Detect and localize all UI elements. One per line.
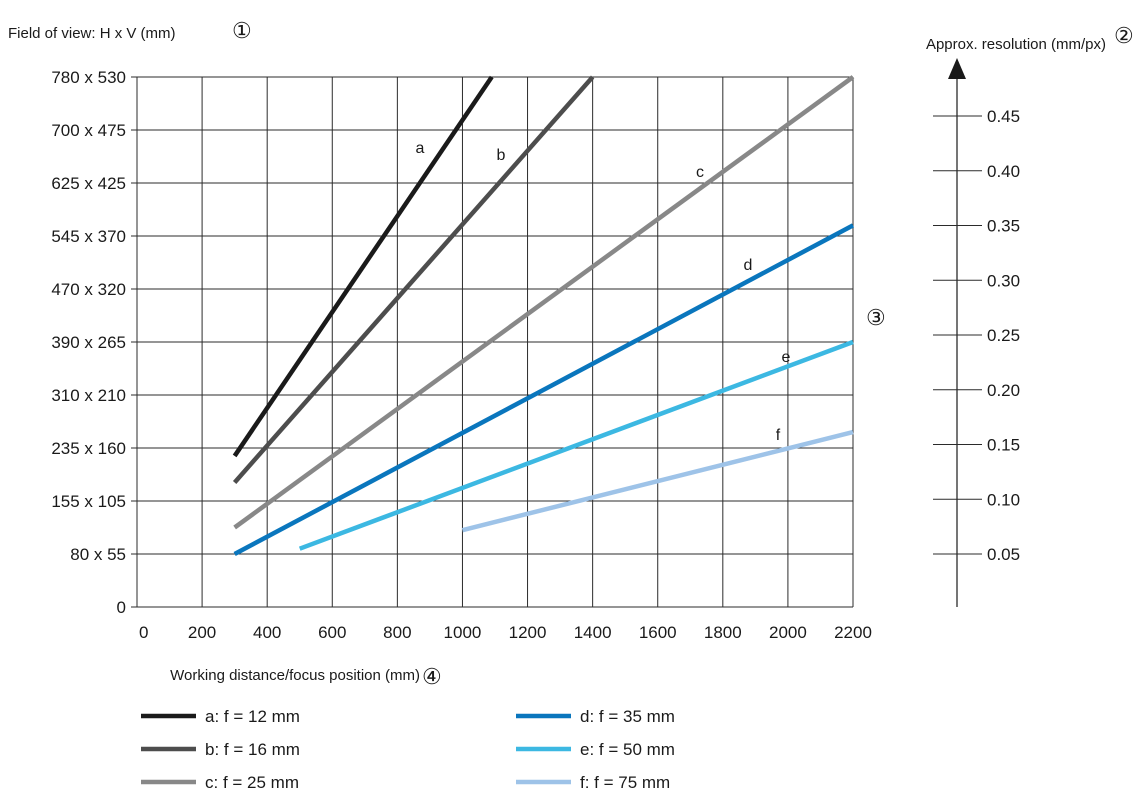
y-tick-label: 390 x 265 (51, 333, 126, 352)
curve-label-e: e (782, 349, 791, 366)
series-line-b (232, 75, 595, 484)
x-axis-marker: ④ (422, 664, 442, 689)
y-tick-label: 0 (117, 598, 126, 617)
legend-label-c: c: f = 25 mm (205, 773, 299, 792)
curve-label-a: a (416, 140, 425, 157)
series-line-f (461, 429, 854, 533)
series-lines: a b c d e f (232, 75, 855, 556)
x-tick-label: 1400 (574, 623, 612, 642)
x-axis-title: Working distance/focus position (mm) (170, 667, 420, 684)
legend-label-b: b: f = 16 mm (205, 740, 300, 759)
x-tick-label: 200 (188, 623, 216, 642)
axes: 0 200 400 600 800 1000 1200 1400 1600 1800 2000 220… (51, 58, 1020, 642)
x-tick-label: 600 (318, 623, 346, 642)
y-tick-label: 545 x 370 (51, 227, 126, 246)
series-line-e (298, 339, 854, 551)
x-tick-label: 0 (139, 623, 148, 642)
y-tick-label: 235 x 160 (51, 439, 126, 458)
y2-tick-label: 0.35 (987, 217, 1020, 236)
series-line-c (233, 75, 855, 530)
curve-label-c: c (696, 164, 704, 181)
y-axis-marker: ① (232, 18, 252, 43)
y2-tick-label: 0.20 (987, 381, 1020, 400)
y2-tick-label: 0.15 (987, 436, 1020, 455)
y-tick-label: 470 x 320 (51, 280, 126, 299)
y-tick-label: 155 x 105 (51, 492, 126, 511)
y2-axis-title: Approx. resolution (mm/px) (926, 36, 1106, 53)
x-tick-label: 2000 (769, 623, 807, 642)
series-line-d (233, 223, 855, 556)
legend-label-a: a: f = 12 mm (205, 707, 300, 726)
y-tick-label: 625 x 425 (51, 174, 126, 193)
y2-tick-label: 0.05 (987, 545, 1020, 564)
legend-label-f: f: f = 75 mm (580, 773, 670, 792)
x-tick-label: 2200 (834, 623, 872, 642)
x-tick-label: 800 (383, 623, 411, 642)
curve-label-d: d (744, 257, 753, 274)
y-tick-label: 780 x 530 (51, 68, 126, 87)
series-line-a (232, 75, 494, 458)
axis3-marker: ③ (866, 305, 886, 330)
legend-label-d: d: f = 35 mm (580, 707, 675, 726)
y-tick-label: 80 x 55 (70, 545, 126, 564)
y-tick-label: 700 x 475 (51, 121, 126, 140)
y2-tick-label: 0.25 (987, 326, 1020, 345)
curve-label-b: b (497, 147, 506, 164)
x-tick-label: 1800 (704, 623, 742, 642)
legend-label-e: e: f = 50 mm (580, 740, 675, 759)
x-tick-label: 1200 (509, 623, 547, 642)
y2-tick-label: 0.10 (987, 490, 1020, 509)
x-tick-label: 1000 (444, 623, 482, 642)
legend: a: f = 12 mm b: f = 16 mm c: f = 25 mm d: f… (141, 707, 675, 792)
grid (136, 76, 854, 608)
y2-tick-label: 0.45 (987, 107, 1020, 126)
y2-axis-arrow (948, 58, 966, 79)
x-tick-label: 1600 (639, 623, 677, 642)
x-tick-label: 400 (253, 623, 281, 642)
y-axis-title: Field of view: H x V (mm) (8, 25, 176, 42)
y2-tick-label: 0.40 (987, 162, 1020, 181)
y2-tick-label: 0.30 (987, 271, 1020, 290)
y-tick-label: 310 x 210 (51, 386, 126, 405)
curve-label-f: f (776, 427, 781, 444)
y2-axis-marker: ② (1114, 23, 1134, 48)
